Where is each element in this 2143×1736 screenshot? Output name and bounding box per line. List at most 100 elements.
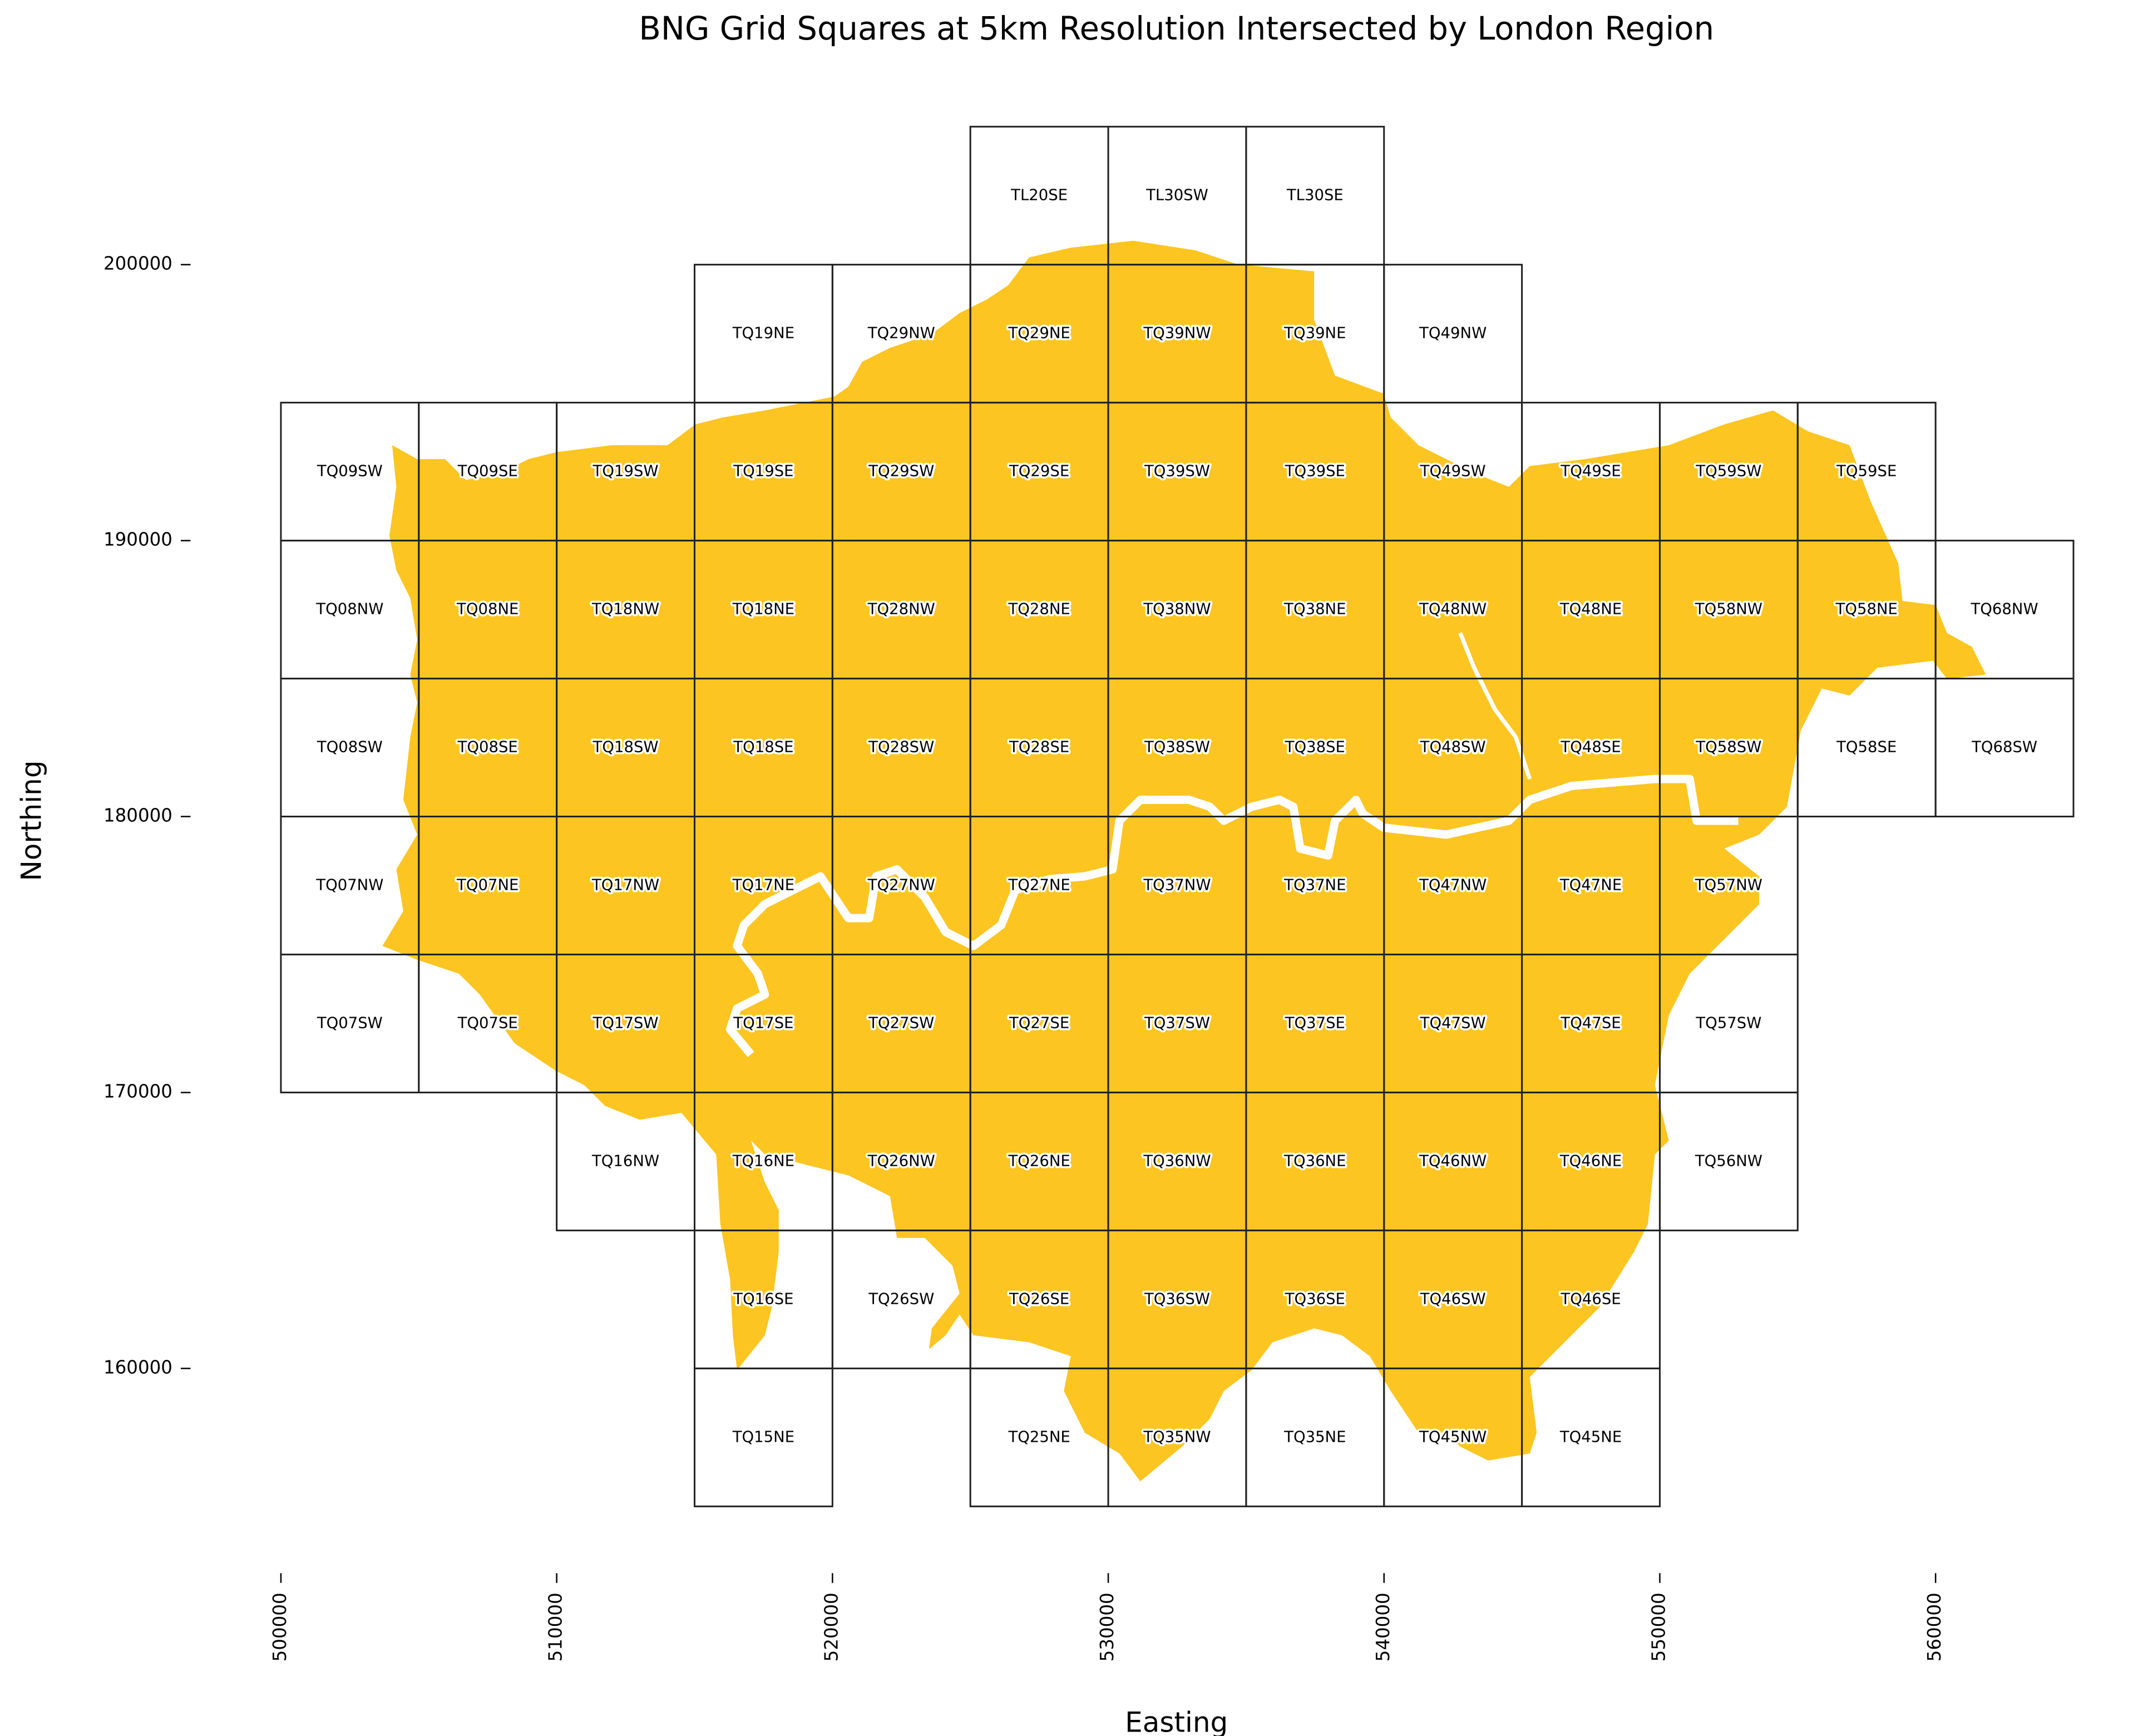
grid-square <box>1658 1091 1799 1231</box>
square-label: TQ39SE <box>1285 462 1345 480</box>
square-label: TQ59SE <box>1836 462 1897 480</box>
square-label: TQ17NE <box>732 876 794 894</box>
square-label: TQ58NW <box>1695 600 1762 618</box>
river-lea <box>1458 632 1532 780</box>
square-label: TQ27NW <box>867 876 935 894</box>
square-label: TQ48NE <box>1559 600 1622 618</box>
square-label: TQ29NE <box>1008 324 1070 342</box>
x-tick-label: 530000 <box>1097 1592 1118 1661</box>
square-label: TQ17SE <box>733 1014 793 1032</box>
square-label: TQ48SW <box>1420 738 1486 756</box>
square-label: TQ57NW <box>1695 876 1762 894</box>
square-label: TQ27SE <box>1009 1014 1069 1032</box>
square-label: TQ49SW <box>1420 462 1486 480</box>
square-label: TQ29SE <box>1009 462 1069 480</box>
square-label: TQ09SE <box>457 462 518 480</box>
london-outline <box>382 240 1986 1482</box>
square-label: TQ28NW <box>867 600 935 618</box>
grid-square <box>1934 678 2075 818</box>
chart-title: BNG Grid Squares at 5km Resolution Inter… <box>639 10 1714 47</box>
square-label: TL20SE <box>1010 186 1068 204</box>
x-tick-label: 510000 <box>545 1592 566 1661</box>
grid-square <box>693 1367 833 1507</box>
square-label: TQ39SW <box>1144 462 1210 480</box>
london-region <box>382 240 1986 1482</box>
square-label: TQ26NE <box>1008 1152 1070 1170</box>
square-label: TQ18NE <box>732 600 794 618</box>
grid-squares: TL20SE TL30SW TL30SE TQ19NE TQ29NW TQ29NE TQ39… <box>280 126 2075 1507</box>
square-label: TQ18SE <box>733 738 793 756</box>
square-label: TQ19SE <box>733 462 793 480</box>
square-label: TQ39NE <box>1283 324 1346 342</box>
square-label: TQ08NW <box>315 600 383 618</box>
y-tick-label: 200000 <box>103 253 172 274</box>
square-label: TQ36NE <box>1283 1152 1346 1170</box>
square-label: TQ56NW <box>1695 1152 1762 1170</box>
square-label: TQ46SE <box>1560 1290 1621 1308</box>
square-label: TQ15NE <box>732 1428 794 1446</box>
square-label: TQ68SW <box>1971 738 2037 756</box>
square-label: TQ37NW <box>1143 876 1211 894</box>
square-label: TQ38NE <box>1283 600 1346 618</box>
square-label: TQ16NW <box>591 1152 659 1170</box>
square-label: TQ26NW <box>867 1152 935 1170</box>
x-tick-label: 500000 <box>269 1592 290 1661</box>
square-label: TQ27SW <box>868 1014 934 1032</box>
square-label: TQ49SE <box>1560 462 1621 480</box>
square-label: TQ28NE <box>1008 600 1070 618</box>
square-label: TQ36SW <box>1144 1290 1210 1308</box>
square-label: TQ47SW <box>1420 1014 1486 1032</box>
square-label: TQ49NW <box>1419 324 1487 342</box>
square-label: TQ58NE <box>1835 600 1898 618</box>
square-label: TQ38SW <box>1144 738 1210 756</box>
square-label: TQ37NE <box>1283 876 1346 894</box>
square-label: TQ19NE <box>732 324 794 342</box>
x-tick-label: 540000 <box>1372 1592 1394 1661</box>
square-label: TQ25NE <box>1008 1428 1070 1446</box>
square-label: TQ07NE <box>456 876 519 894</box>
square-label: TQ45NW <box>1419 1428 1487 1446</box>
square-label: TQ29NW <box>867 324 935 342</box>
square-label: TQ58SE <box>1836 738 1897 756</box>
square-label: TQ18NW <box>591 600 659 618</box>
x-tick-label: 560000 <box>1924 1592 1945 1661</box>
x-axis-label: Easting <box>1125 1706 1228 1736</box>
y-tick-label: 190000 <box>103 529 172 550</box>
square-label: TQ48NW <box>1419 600 1487 618</box>
y-axis-label: Northing <box>15 760 47 881</box>
y-tick-label: 160000 <box>103 1357 172 1378</box>
square-label: TQ47NE <box>1559 876 1622 894</box>
square-label: TQ37SW <box>1144 1014 1210 1032</box>
square-label: TQ08SE <box>457 738 518 756</box>
square-label: TQ28SW <box>868 738 934 756</box>
square-label: TL30SE <box>1286 186 1344 204</box>
square-label: TQ57SW <box>1695 1014 1761 1032</box>
square-label: TQ58SW <box>1695 738 1761 756</box>
square-label: TQ07NW <box>315 876 383 894</box>
square-label: TQ35NW <box>1143 1428 1211 1446</box>
y-tick-label: 170000 <box>103 1081 172 1102</box>
square-label: TQ26SE <box>1009 1290 1069 1308</box>
square-label: TQ46SW <box>1420 1290 1486 1308</box>
square-label: TQ08NE <box>456 600 519 618</box>
square-label: TQ47SE <box>1560 1014 1621 1032</box>
river-thames <box>725 775 1739 1057</box>
square-label: TQ48SE <box>1560 738 1621 756</box>
square-label: TQ07SW <box>317 1014 383 1032</box>
square-label: TQ28SE <box>1009 738 1069 756</box>
x-tick-label: 550000 <box>1648 1592 1669 1661</box>
square-label: TQ07SE <box>457 1014 518 1032</box>
square-label: TQ39NW <box>1143 324 1211 342</box>
square-label: TQ16SE <box>733 1290 793 1308</box>
square-label: TQ38NW <box>1143 600 1211 618</box>
square-label: TQ36SE <box>1285 1290 1345 1308</box>
square-label: TQ45NE <box>1559 1428 1622 1446</box>
square-label: TQ17NW <box>591 876 659 894</box>
x-tick-label: 520000 <box>821 1592 842 1661</box>
square-label: TQ46NE <box>1559 1152 1622 1170</box>
square-label: TQ18SW <box>592 738 659 756</box>
square-label: TQ47NW <box>1419 876 1487 894</box>
grid-square <box>1521 1367 1661 1507</box>
square-label: TQ38SE <box>1285 738 1345 756</box>
